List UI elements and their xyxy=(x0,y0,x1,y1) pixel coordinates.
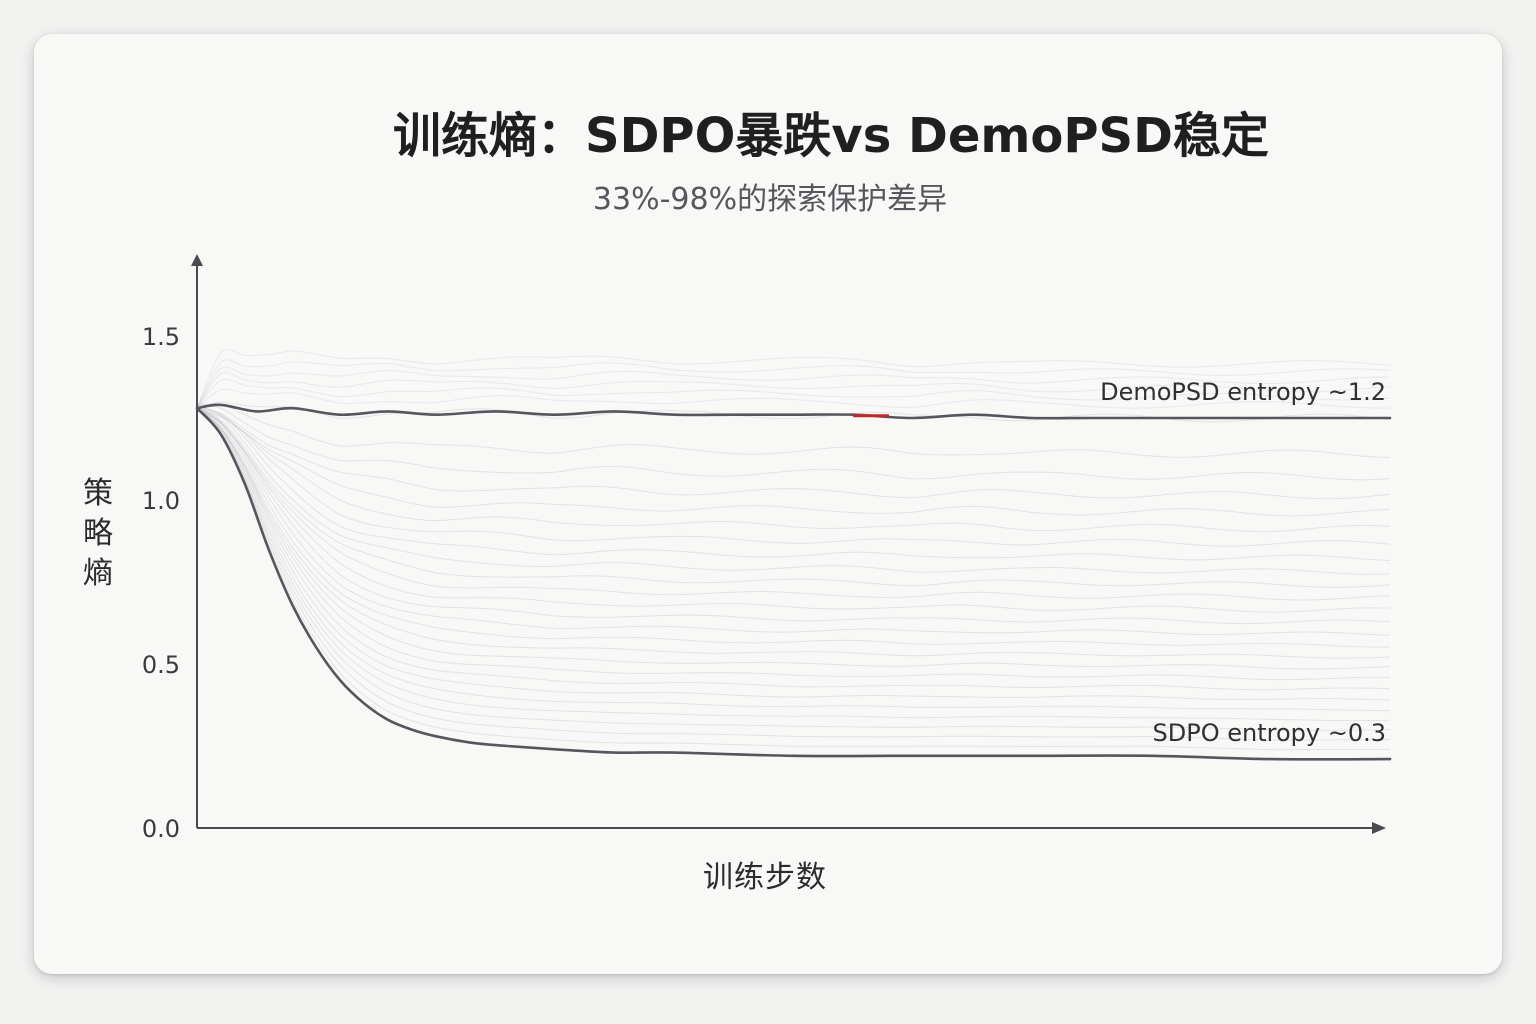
y-tick-label: 1.5 xyxy=(142,323,180,351)
faint-trajectory xyxy=(196,406,1391,636)
faint-trajectory xyxy=(196,408,1391,625)
axes xyxy=(191,254,1386,834)
faint-trajectory xyxy=(196,371,1391,409)
faint-trajectory xyxy=(196,404,1391,481)
faint-trajectory xyxy=(196,405,1391,648)
demopsd-line xyxy=(195,403,1392,420)
faint-trajectory xyxy=(196,366,1391,409)
faint-trajectory xyxy=(196,407,1390,751)
chart-subtitle: 33%-98%的探索保护差异 xyxy=(592,182,948,217)
faint-trajectory xyxy=(196,378,1391,409)
series-labels: DemoPSD entropy ~1.2 SDPO entropy ~0.3 xyxy=(1100,378,1386,747)
y-tick-label: 1.0 xyxy=(142,487,180,515)
demopsd-label: DemoPSD entropy ~1.2 xyxy=(1100,378,1386,406)
chart-card xyxy=(34,34,1502,974)
faint-trajectory xyxy=(196,409,1391,681)
faint-trajectory xyxy=(196,410,1391,517)
sdpo-label: SDPO entropy ~0.3 xyxy=(1153,719,1386,747)
faint-trajectory xyxy=(196,359,1391,409)
y-axis-arrow xyxy=(191,254,203,266)
series-lines xyxy=(195,403,1392,761)
faint-trajectory xyxy=(196,407,1391,500)
faint-trajectory xyxy=(196,406,1391,659)
x-axis-arrow xyxy=(1372,822,1386,834)
faint-trajectory xyxy=(196,407,1391,712)
x-axis-title: 训练步数 xyxy=(703,860,827,895)
y-axis-title: 策略熵 xyxy=(83,476,113,591)
y-tick-label: 0.0 xyxy=(142,815,180,843)
faint-trajectory xyxy=(196,408,1391,601)
faint-trajectory xyxy=(196,408,1391,547)
faint-trajectory xyxy=(196,408,1391,741)
faint-trajectory xyxy=(196,348,1391,409)
faint-trajectory xyxy=(196,403,1391,459)
faint-trajectory xyxy=(196,408,1391,670)
faint-trajectories xyxy=(196,348,1391,760)
faint-trajectory xyxy=(196,388,1391,409)
chart-title: 训练熵：SDPO暴跌vs DemoPSD稳定 xyxy=(393,108,1269,164)
faint-trajectory xyxy=(196,407,1391,731)
sdpo-line xyxy=(195,406,1392,761)
faint-trajectory xyxy=(196,410,1391,533)
faint-trajectory xyxy=(196,407,1391,722)
faint-trajectory xyxy=(196,405,1391,575)
faint-trajectory xyxy=(196,406,1391,588)
y-tick-labels: 0.0 0.5 1.0 1.5 xyxy=(142,323,180,843)
faint-trajectory xyxy=(196,407,1391,701)
faint-trajectory xyxy=(196,401,1391,423)
faint-trajectory xyxy=(196,409,1391,613)
faint-trajectory xyxy=(196,405,1391,561)
faint-trajectory xyxy=(196,408,1391,691)
y-tick-label: 0.5 xyxy=(142,651,180,679)
